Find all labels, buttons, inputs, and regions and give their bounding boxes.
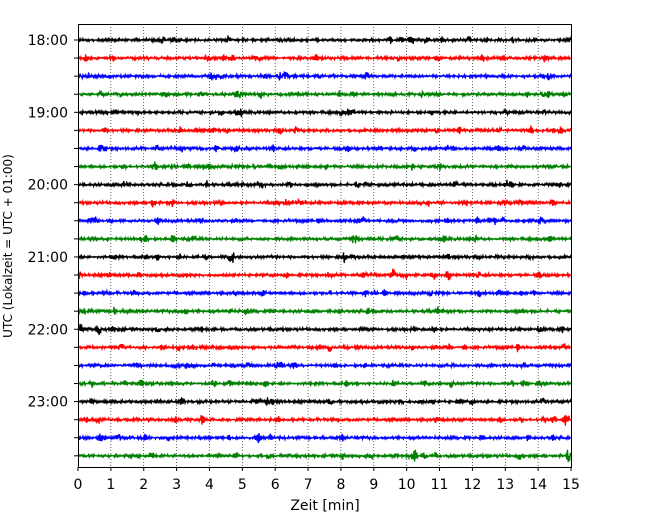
trace-2000 [77, 179, 572, 189]
grid-lines [110, 24, 539, 467]
trace-2300 [77, 397, 572, 406]
trace-2215 [77, 343, 572, 353]
x-tick-label-11: 11 [431, 477, 449, 493]
trace-1845 [77, 89, 572, 99]
trace-1900 [77, 107, 572, 118]
trace-1930 [77, 144, 572, 154]
x-tick-label-13: 13 [496, 477, 514, 493]
x-tick-label-9: 9 [369, 477, 378, 493]
x-tick-label-3: 3 [172, 477, 181, 493]
trace-2115 [77, 268, 572, 281]
y-tick-label-2100: 21:00 [28, 250, 68, 266]
trace-2130 [77, 288, 572, 298]
trace-2245 [77, 379, 572, 389]
x-tick-label-0: 0 [74, 477, 83, 493]
trace-1945 [77, 161, 572, 172]
trace-1815 [77, 53, 572, 63]
x-tick-label-1: 1 [106, 477, 115, 493]
x-tick-label-15: 15 [562, 477, 580, 493]
trace-2100 [77, 252, 572, 264]
trace-2200 [77, 323, 572, 336]
trace-2045 [77, 234, 572, 244]
plot-frame [78, 24, 572, 468]
y-tick-label-1900: 19:00 [28, 105, 68, 121]
trace-2345 [77, 449, 572, 463]
trace-lines [77, 35, 572, 463]
x-tick-label-2: 2 [139, 477, 148, 493]
trace-2330 [77, 432, 572, 444]
y-tick-label-2200: 22:00 [28, 322, 68, 338]
x-tick-label-4: 4 [205, 477, 214, 493]
y-tick-label-2000: 20:00 [28, 178, 68, 194]
trace-2230 [77, 361, 572, 370]
x-axis-label: Zeit [min] [290, 498, 359, 514]
x-tick-label-5: 5 [238, 477, 247, 493]
trace-1800 [77, 35, 572, 45]
x-tick-label-7: 7 [304, 477, 313, 493]
x-ticks: 0 1 2 3 4 5 6 7 8 9 10 11 12 13 14 15 [74, 467, 580, 493]
trace-2315 [77, 415, 572, 426]
trace-2145 [77, 306, 572, 316]
trace-1915 [77, 125, 572, 135]
y-tick-label-2300: 23:00 [28, 395, 68, 411]
trace-2030 [77, 216, 572, 226]
y-axis-label: UTC (Lokalzeit = UTC + 01:00) [1, 154, 15, 338]
x-tick-label-10: 10 [398, 477, 416, 493]
trace-2015 [77, 198, 572, 208]
trace-1830 [77, 71, 572, 81]
x-tick-label-6: 6 [271, 477, 280, 493]
y-ticks: 18:00 19:00 20:00 21:00 22:00 23:00 [28, 33, 78, 457]
x-tick-label-12: 12 [463, 477, 481, 493]
y-tick-label-1800: 18:00 [28, 33, 68, 49]
x-tick-label-8: 8 [336, 477, 345, 493]
x-tick-label-14: 14 [529, 477, 547, 493]
